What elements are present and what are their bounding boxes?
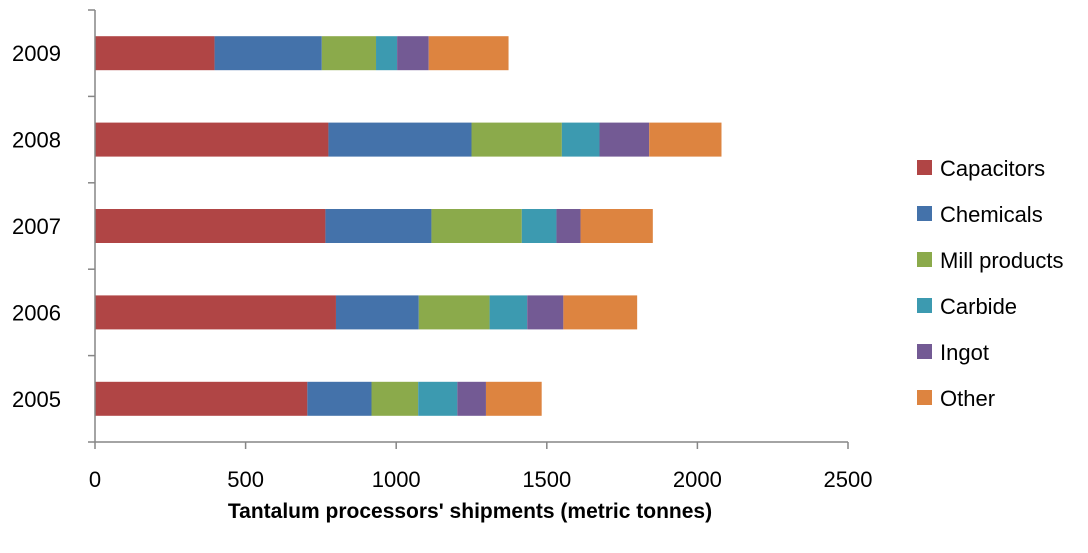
legend-swatch-mill-products <box>917 252 932 267</box>
legend-swatch-ingot <box>917 344 932 359</box>
legend-swatch-chemicals <box>917 206 932 221</box>
bar-other-2007 <box>580 209 653 243</box>
legend-swatch-other <box>917 390 932 405</box>
bar-capacitors-2005 <box>95 381 308 416</box>
bar-other-2009 <box>428 36 509 71</box>
x-tick-label-1500: 1500 <box>522 467 571 492</box>
legend-label-ingot: Ingot <box>940 340 989 365</box>
bar-other-2005 <box>485 381 542 416</box>
y-tick-label-2005: 2005 <box>12 387 61 412</box>
bar-ingot-2007 <box>556 209 581 243</box>
bar-chemicals-2009 <box>214 36 322 71</box>
legend-label-mill-products: Mill products <box>940 248 1063 273</box>
y-tick-label-2006: 2006 <box>12 300 61 325</box>
bar-ingot-2008 <box>599 122 650 157</box>
x-tick-label-1000: 1000 <box>372 467 421 492</box>
legend-label-chemicals: Chemicals <box>940 202 1043 227</box>
bar-capacitors-2007 <box>95 209 326 243</box>
legend-label-capacitors: Capacitors <box>940 156 1045 181</box>
bar-capacitors-2006 <box>95 295 336 330</box>
bar-mill-products-2007 <box>431 209 522 243</box>
x-tick-label-2500: 2500 <box>824 467 873 492</box>
bar-carbide-2008 <box>561 122 600 157</box>
bar-carbide-2009 <box>376 36 398 71</box>
legend-swatch-carbide <box>917 298 932 313</box>
bar-mill-products-2008 <box>471 122 562 157</box>
bar-chemicals-2008 <box>328 122 472 157</box>
bar-other-2008 <box>649 122 722 157</box>
x-tick-label-0: 0 <box>89 467 101 492</box>
bar-chemicals-2007 <box>325 209 432 243</box>
legend-label-other: Other <box>940 386 995 411</box>
bar-chemicals-2005 <box>307 381 372 416</box>
bar-ingot-2005 <box>457 381 486 416</box>
bar-ingot-2006 <box>527 295 564 330</box>
bar-mill-products-2009 <box>321 36 377 71</box>
bar-ingot-2009 <box>397 36 429 71</box>
x-tick-label-2000: 2000 <box>673 467 722 492</box>
legend-label-carbide: Carbide <box>940 294 1017 319</box>
y-tick-label-2007: 2007 <box>12 214 61 239</box>
bar-mill-products-2006 <box>418 295 490 330</box>
bar-capacitors-2009 <box>95 36 215 71</box>
bar-mill-products-2005 <box>371 381 419 416</box>
x-tick-label-500: 500 <box>227 467 264 492</box>
bar-capacitors-2008 <box>95 122 329 157</box>
bar-chemicals-2006 <box>335 295 419 330</box>
bar-carbide-2005 <box>418 381 458 416</box>
x-axis-title: Tantalum processors' shipments (metric t… <box>228 500 712 523</box>
bar-carbide-2006 <box>489 295 528 330</box>
y-tick-label-2009: 2009 <box>12 41 61 66</box>
y-tick-label-2008: 2008 <box>12 128 61 153</box>
bar-other-2006 <box>563 295 638 330</box>
legend-swatch-capacitors <box>917 160 932 175</box>
bar-carbide-2007 <box>521 209 557 243</box>
